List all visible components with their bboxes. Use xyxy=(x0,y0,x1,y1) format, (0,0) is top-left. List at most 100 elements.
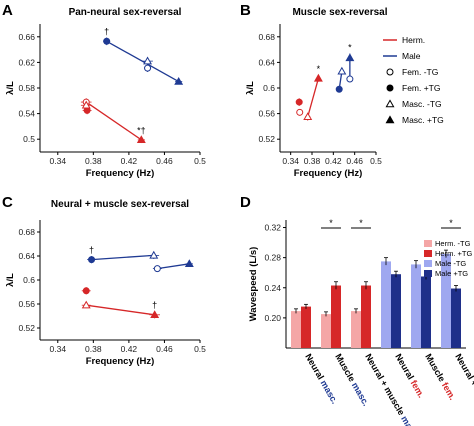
category-label-prefix: Neural xyxy=(393,352,417,383)
legend-swatch-marker xyxy=(386,84,394,92)
y-tick-label: 0.68 xyxy=(18,227,35,237)
bar-legend-swatch xyxy=(424,270,432,277)
significance-mark: * xyxy=(317,64,321,74)
bar xyxy=(411,264,421,348)
x-tick-label: 0.42 xyxy=(121,156,138,166)
category-label-prefix: Muscle xyxy=(423,352,448,386)
herm-point xyxy=(303,112,313,120)
x-tick-label: 0.38 xyxy=(85,344,102,354)
x-tick-label: 0.46 xyxy=(156,344,173,354)
significance-mark: * xyxy=(348,42,352,52)
y-tick-label: 0.58 xyxy=(18,83,35,93)
y-tick-label: 0.32 xyxy=(264,223,281,233)
bar xyxy=(421,276,431,348)
male-point xyxy=(144,64,152,72)
category-label: Neural masc. xyxy=(303,352,340,406)
herm-point xyxy=(313,73,323,82)
category-label: Neural fem. xyxy=(393,352,426,399)
x-axis-label: Frequency (Hz) xyxy=(86,168,155,179)
panel-a-title: Pan-neural sex-reversal xyxy=(69,7,182,18)
male-point xyxy=(149,250,159,259)
y-tick-label: 0.68 xyxy=(258,32,275,42)
y-tick-label: 0.6 xyxy=(263,83,275,93)
herm-point xyxy=(81,300,91,309)
axes: 0.34 0.38 0.42 0.46 0.5 0.52 0.56 0.6 0.64 0.68 Fr… xyxy=(245,24,382,179)
bar-legend-label: Male +TG xyxy=(435,269,468,278)
male-point xyxy=(143,56,153,65)
y-axis-label: λ/L xyxy=(245,81,256,95)
significance-mark: * xyxy=(329,218,333,228)
category-label-suffix: fem. xyxy=(409,378,427,399)
y-tick-label: 0.56 xyxy=(258,109,275,119)
legend-swatch-marker xyxy=(386,68,394,76)
x-tick-label: 0.42 xyxy=(121,344,138,354)
panel-b-plot: 0.34 0.38 0.42 0.46 0.5 0.52 0.56 0.6 0.64 0.68 Fr… xyxy=(245,24,382,179)
x-tick-label: 0.46 xyxy=(156,156,173,166)
axes: 0.20 0.24 0.28 0.32 Wavespeed (L/s) xyxy=(248,220,466,349)
legend-label: Fem. +TG xyxy=(402,83,441,93)
bar xyxy=(331,285,341,348)
panel-a: A Pan-neural sex-reversal 0.34 0.38 0.42 0.… xyxy=(2,2,206,179)
bar xyxy=(441,253,451,348)
significance-mark: * xyxy=(359,218,363,228)
category-label-prefix: Neural + muscle xyxy=(453,352,474,419)
panel-c-letter: C xyxy=(2,194,13,211)
y-axis-label: λ/L xyxy=(5,273,16,287)
herm-connector-line xyxy=(86,304,155,316)
herm-point xyxy=(296,108,304,116)
bar xyxy=(361,285,371,348)
legend-label: Masc. +TG xyxy=(402,115,444,125)
herm-point xyxy=(295,98,303,106)
male-connector-line xyxy=(91,254,154,261)
panel-d-plot: 0.20 0.24 0.28 0.32 Wavespeed (L/s) Neural ma… xyxy=(248,218,474,426)
y-tick-label: 0.52 xyxy=(18,323,35,333)
panel-b-title: Muscle sex-reversal xyxy=(292,7,387,18)
x-tick-label: 0.46 xyxy=(346,156,363,166)
panel-d-letter: D xyxy=(240,194,251,211)
male-point xyxy=(337,66,347,75)
x-tick-label: 0.5 xyxy=(194,156,206,166)
category-label-prefix: Neural xyxy=(303,352,327,383)
y-tick-label: 0.66 xyxy=(18,32,35,42)
panel-d: D 0.20 0.24 0.28 0.32 Wavespeed (L/s) Neural … xyxy=(240,194,474,426)
legend-swatch-marker xyxy=(385,115,395,124)
bar xyxy=(301,306,311,348)
x-tick-label: 0.38 xyxy=(304,156,321,166)
y-axis-label: λ/L xyxy=(5,81,16,95)
legend-swatch-marker xyxy=(385,99,395,108)
herm-point xyxy=(81,100,91,109)
axes: 0.34 0.38 0.42 0.46 0.5 0.5 0.54 0.58 0.62 0.66 Fr… xyxy=(5,24,206,179)
legend-label: Fem. -TG xyxy=(402,67,438,77)
legend-label: Male xyxy=(402,51,421,61)
category-label: Neural + muscle fem. xyxy=(453,352,474,426)
herm-connector-line xyxy=(307,78,320,117)
bar xyxy=(351,311,361,348)
herm-connector-line xyxy=(85,101,142,141)
y-tick-label: 0.5 xyxy=(23,134,35,144)
bar xyxy=(381,261,391,348)
significance-mark: *† xyxy=(137,126,146,136)
legend-label: Masc. -TG xyxy=(402,99,442,109)
x-tick-label: 0.5 xyxy=(370,156,382,166)
bar-legend-label: Herm. +TG xyxy=(435,249,472,258)
male-point xyxy=(184,259,194,267)
x-tick-label: 0.38 xyxy=(85,156,102,166)
x-tick-label: 0.34 xyxy=(282,156,299,166)
bar-legend-label: Male -TG xyxy=(435,259,466,268)
y-tick-label: 0.64 xyxy=(18,251,35,261)
significance-mark: † xyxy=(152,300,157,310)
panel-b: B Muscle sex-reversal 0.34 0.38 0.42 0.46 0.… xyxy=(240,2,388,179)
panel-b-letter: B xyxy=(240,2,251,19)
x-axis-label: Frequency (Hz) xyxy=(86,356,155,367)
y-tick-label: 0.6 xyxy=(23,275,35,285)
y-tick-label: 0.54 xyxy=(18,109,35,119)
significance-mark: † xyxy=(89,245,94,255)
bar xyxy=(321,314,331,348)
y-tick-label: 0.24 xyxy=(264,283,281,293)
male-point xyxy=(153,265,161,273)
category-label-suffix: fem. xyxy=(440,381,458,402)
bar-legend-swatch xyxy=(424,240,432,247)
category-label-prefix: Muscle xyxy=(333,352,358,386)
